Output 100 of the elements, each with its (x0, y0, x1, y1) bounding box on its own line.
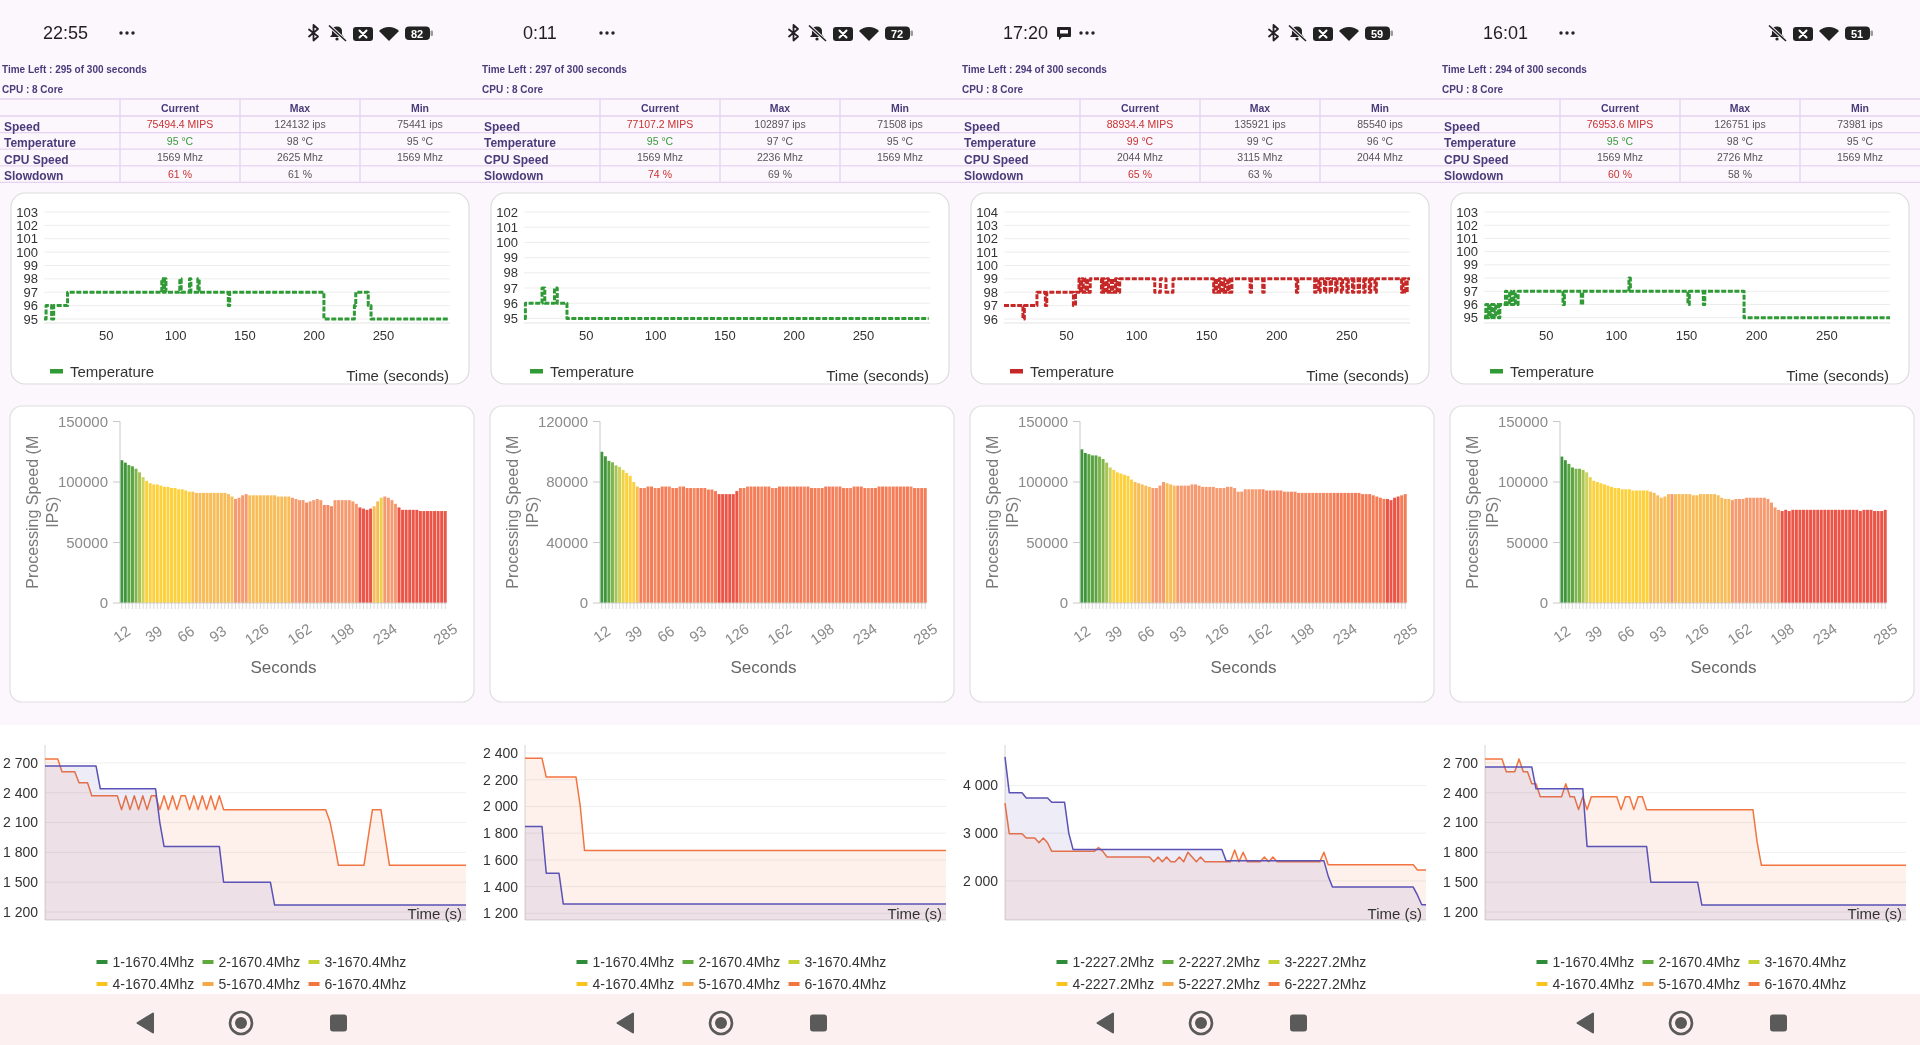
x-tick-label: 162 (284, 619, 315, 648)
y-tick-label: 100000 (57, 473, 108, 491)
bar (436, 511, 440, 603)
category-label: Min (410, 101, 430, 114)
bar (223, 492, 227, 603)
bar (1745, 497, 1749, 603)
bar (273, 495, 277, 603)
legend-label: Temperature (550, 363, 635, 380)
bar (1297, 492, 1301, 603)
bar (1638, 490, 1642, 603)
x-tick-label: 50 (579, 328, 594, 343)
bar (1642, 490, 1646, 603)
bar (923, 488, 927, 603)
y-tick-label: 96 (503, 295, 518, 311)
y-tick-label: 150000 (57, 412, 108, 430)
bar (838, 486, 842, 603)
bar (1314, 492, 1318, 603)
legend-label: 4-1670.4Mhz (1552, 975, 1635, 992)
text: 1569 Mhz (1596, 151, 1644, 164)
bar (148, 483, 152, 603)
y-tick-label: 98 (1463, 270, 1478, 286)
bar (913, 488, 917, 603)
bar (1862, 509, 1866, 603)
y-tick-label: 103 (976, 217, 998, 233)
legend-label: 1-1670.4Mhz (1552, 953, 1635, 970)
x-tick-label: 200 (303, 328, 326, 343)
bar (1137, 483, 1141, 603)
y-tick-label: 2 400 (482, 744, 519, 761)
bar (1378, 497, 1382, 603)
bar (856, 486, 860, 603)
bar (1169, 484, 1173, 603)
category-label: Speed (484, 119, 521, 134)
text: Time Left : 294 of 300 seconds (1442, 64, 1588, 75)
x-tick-label: 39 (1581, 622, 1606, 646)
bar (1794, 509, 1798, 603)
text: 2625 Mhz (276, 151, 324, 164)
y-tick-label: 100000 (1497, 473, 1548, 491)
x-tick-label: 66 (1613, 622, 1638, 646)
bar (166, 486, 170, 603)
bar (141, 477, 145, 603)
x-tick-label: 234 (1809, 619, 1840, 648)
x-tick-label: 198 (806, 619, 838, 648)
bar (1087, 454, 1091, 603)
bar (742, 488, 746, 603)
bar (1279, 490, 1283, 603)
text: 95 °C (646, 134, 674, 147)
bar (1300, 492, 1304, 603)
bar (1695, 495, 1699, 603)
bar (877, 486, 881, 603)
bar (625, 472, 629, 603)
text: 77107.2 MIPS (626, 118, 694, 130)
text: 95 °C (886, 134, 914, 147)
bar (127, 465, 131, 603)
text: 72 (890, 27, 904, 40)
bar (674, 488, 678, 603)
bar (1720, 497, 1724, 603)
legend-label: 6-1670.4Mhz (324, 975, 407, 992)
bar (1613, 488, 1617, 603)
y-tick-label: 0 (1539, 594, 1548, 612)
bar (1588, 477, 1592, 603)
bar (1222, 488, 1226, 603)
y-tick-label: 102 (976, 231, 998, 247)
bar (778, 486, 781, 603)
y-tick-label: 1 600 (482, 851, 519, 868)
y-tick-label: 100 (496, 234, 518, 250)
bar (1567, 463, 1571, 603)
text: 98 °C (1726, 134, 1754, 147)
y-tick-label: 120000 (537, 412, 588, 430)
bar (1108, 467, 1112, 603)
y-tick-label: 100 (1456, 244, 1478, 260)
bar (1321, 492, 1325, 603)
text: 85540 ips (1357, 118, 1403, 130)
category-label: Speed (4, 119, 41, 134)
text: 95 °C (406, 134, 434, 147)
bar (234, 498, 238, 603)
bar (1734, 498, 1738, 603)
bar (1247, 489, 1251, 603)
bar (1766, 498, 1770, 603)
bar (710, 489, 714, 603)
bar (269, 495, 273, 603)
bar (1371, 495, 1375, 603)
bar (1741, 498, 1745, 603)
bar (361, 508, 365, 603)
x-axis-title: Seconds (1690, 658, 1757, 677)
y-tick-label: 2 000 (482, 798, 519, 815)
bar (1634, 490, 1638, 603)
bar (1254, 489, 1258, 603)
bar (1119, 473, 1123, 603)
bar (1194, 484, 1198, 603)
bar (717, 494, 721, 603)
text: 51 (1850, 27, 1864, 40)
text: 126751 ips (1714, 118, 1766, 130)
y-tick-label: 95 (503, 310, 518, 326)
text: 22:55 (43, 23, 89, 43)
bar (1606, 485, 1610, 603)
bar (905, 486, 909, 603)
bar (703, 488, 707, 603)
x-axis-title: Time (seconds) (1786, 367, 1889, 384)
bar (440, 511, 444, 603)
text: 97 °C (766, 134, 794, 147)
